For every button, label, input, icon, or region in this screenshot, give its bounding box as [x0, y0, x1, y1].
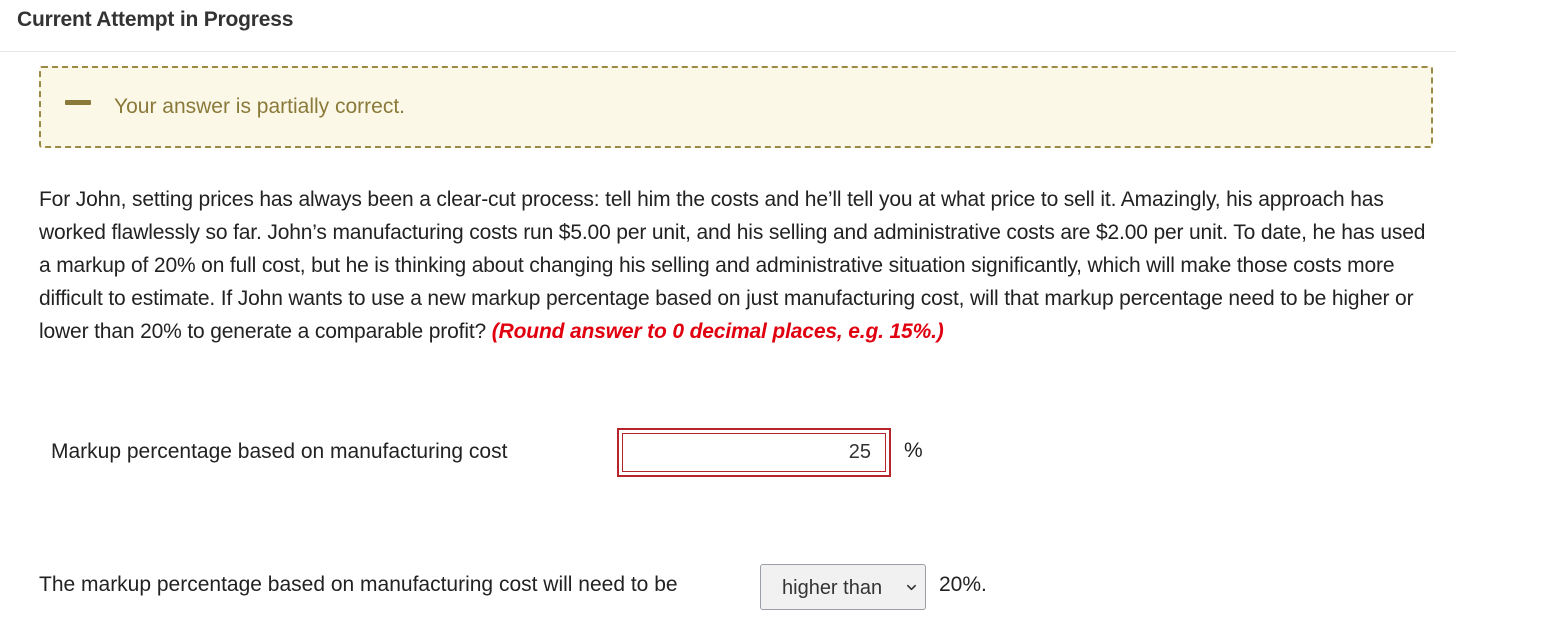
percent-unit: %	[904, 439, 923, 462]
comparison-label: The markup percentage based on manufactu…	[39, 573, 678, 596]
markup-percentage-input[interactable]	[622, 433, 886, 472]
rounding-instruction: (Round answer to 0 decimal places, e.g. …	[491, 320, 944, 343]
feedback-banner: Your answer is partially correct.	[39, 66, 1433, 148]
comparison-answer-row: The markup percentage based on manufactu…	[39, 562, 1039, 612]
page-header: Current Attempt in Progress	[0, 0, 1456, 52]
chevron-down-icon	[907, 584, 916, 591]
markup-answer-row: Markup percentage based on manufacturing…	[51, 428, 951, 478]
select-selected-value: higher than	[782, 577, 883, 599]
markup-input-frame	[617, 428, 891, 477]
feedback-message: Your answer is partially correct.	[114, 95, 406, 118]
higher-lower-select[interactable]: higher than	[760, 564, 926, 610]
minus-icon	[65, 100, 91, 105]
question-body: For John, setting prices has always been…	[39, 188, 1426, 343]
markup-label: Markup percentage based on manufacturing…	[51, 440, 508, 463]
comparison-suffix: 20%.	[939, 573, 987, 596]
page-title: Current Attempt in Progress	[17, 8, 294, 31]
question-text: For John, setting prices has always been…	[39, 183, 1439, 348]
